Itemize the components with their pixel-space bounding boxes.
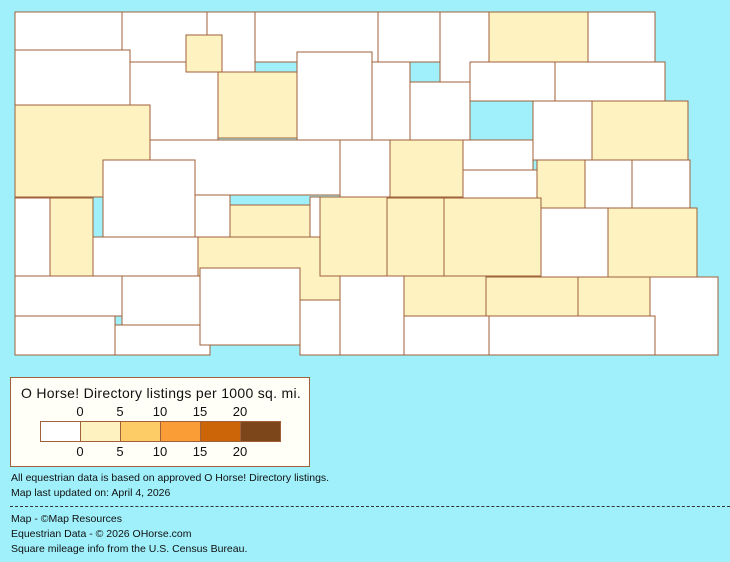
county[interactable] (121, 275, 206, 326)
county[interactable] (540, 207, 609, 278)
county[interactable] (649, 276, 719, 356)
equestrian-data-credit: Equestrian Data - © 2026 OHorse.com (11, 528, 192, 540)
legend-swatch (161, 422, 201, 441)
county[interactable] (591, 100, 689, 161)
legend-tick-label: 15 (192, 404, 208, 419)
county[interactable] (584, 159, 633, 209)
legend-tick-label: 5 (116, 404, 124, 419)
legend-title: O Horse! Directory listings per 1000 sq.… (21, 385, 302, 401)
county[interactable] (296, 51, 373, 141)
legend-swatch (81, 422, 121, 441)
north-dakota-county-map (14, 11, 719, 356)
legend-tick-label: 20 (232, 404, 248, 419)
county[interactable] (114, 324, 211, 356)
county[interactable] (469, 61, 556, 102)
county[interactable] (389, 139, 464, 198)
county[interactable] (536, 159, 586, 209)
last-updated-note: Map last updated on: April 4, 2026 (11, 487, 171, 499)
county[interactable] (92, 236, 199, 277)
county[interactable] (14, 197, 51, 277)
divider (10, 506, 730, 507)
county[interactable] (309, 196, 321, 238)
county[interactable] (485, 276, 579, 317)
county[interactable] (14, 275, 123, 317)
legend-tick-label: 15 (192, 444, 208, 459)
county[interactable] (14, 11, 123, 51)
legend-tick-label: 5 (116, 444, 124, 459)
county[interactable] (339, 275, 405, 356)
legend-color-scale (40, 421, 281, 442)
county[interactable] (299, 299, 341, 356)
county[interactable] (577, 276, 651, 317)
county[interactable] (199, 267, 301, 346)
legend-tick-label: 0 (76, 444, 84, 459)
county[interactable] (371, 61, 411, 141)
county[interactable] (554, 61, 666, 102)
legend-swatch (41, 422, 81, 441)
county[interactable] (339, 139, 391, 198)
legend: O Horse! Directory listings per 1000 sq.… (10, 377, 310, 467)
county[interactable] (443, 197, 542, 277)
legend-swatch (241, 422, 280, 441)
census-credit: Square mileage info from the U.S. Census… (11, 543, 248, 555)
county[interactable] (229, 204, 311, 238)
county[interactable] (631, 159, 691, 209)
legend-swatch (121, 422, 161, 441)
legend-tick-label: 20 (232, 444, 248, 459)
county[interactable] (587, 11, 656, 63)
legend-tick-label: 0 (76, 404, 84, 419)
county[interactable] (194, 194, 231, 238)
county[interactable] (403, 275, 487, 317)
county[interactable] (14, 49, 131, 106)
county[interactable] (403, 315, 490, 356)
legend-tick-label: 10 (152, 404, 168, 419)
county[interactable] (488, 11, 589, 63)
county[interactable] (102, 159, 196, 238)
county[interactable] (377, 11, 441, 63)
county[interactable] (409, 81, 471, 141)
legend-swatch (201, 422, 241, 441)
legend-tick-label: 10 (152, 444, 168, 459)
county[interactable] (462, 169, 538, 199)
county[interactable] (14, 315, 116, 356)
map-credit: Map - ©Map Resources (11, 513, 123, 525)
county[interactable] (319, 196, 388, 277)
county[interactable] (488, 315, 656, 356)
county[interactable] (185, 34, 223, 73)
county[interactable] (49, 197, 94, 277)
data-source-note: All equestrian data is based on approved… (11, 472, 330, 484)
county[interactable] (462, 139, 534, 171)
county[interactable] (217, 71, 306, 139)
county[interactable] (607, 207, 698, 278)
county[interactable] (386, 197, 445, 277)
county[interactable] (532, 100, 593, 161)
